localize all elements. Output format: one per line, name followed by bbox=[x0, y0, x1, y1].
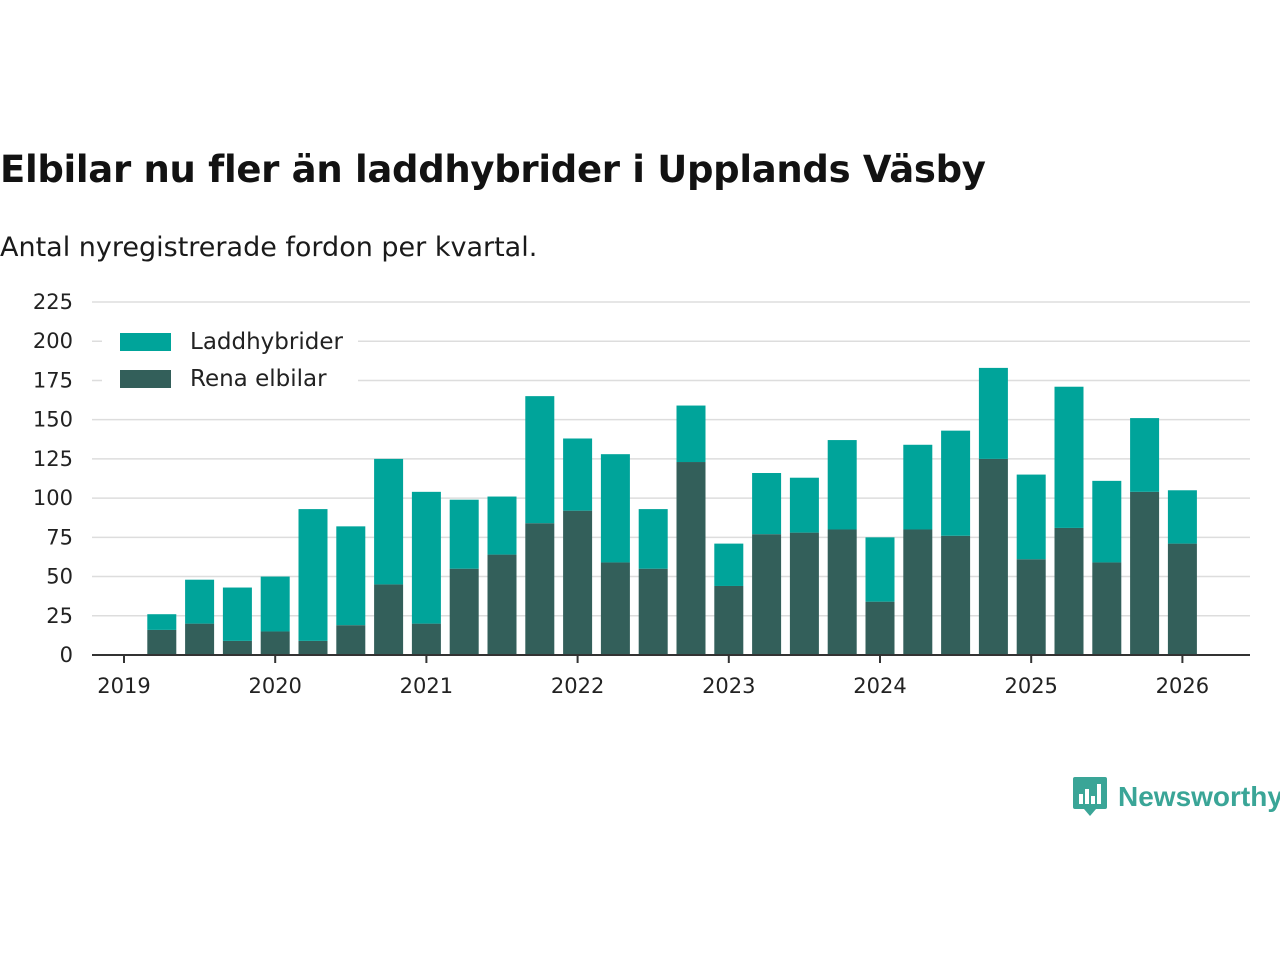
bar-laddhybrider bbox=[374, 458, 404, 585]
y-tick-label: 0 bbox=[60, 643, 73, 667]
bar-rena-elbilar bbox=[978, 458, 1008, 655]
bar-laddhybrider bbox=[1016, 474, 1046, 560]
bar-laddhybrider bbox=[563, 438, 593, 511]
stacked-bar-chart: 0 25 50 75 100 125 150 175 200 225 2019 2020 2021 202… bbox=[33, 290, 1250, 698]
bar-laddhybrider bbox=[1092, 480, 1122, 563]
legend-swatch bbox=[120, 333, 171, 351]
bar-rena-elbilar bbox=[827, 529, 857, 655]
x-tick-label: 2024 bbox=[853, 674, 906, 698]
x-tick-label: 2021 bbox=[400, 674, 453, 698]
y-tick-label: 100 bbox=[33, 486, 73, 510]
bar-rena-elbilar bbox=[298, 640, 328, 655]
bar-laddhybrider bbox=[336, 526, 366, 626]
bar-rena-elbilar bbox=[411, 623, 441, 655]
bar-laddhybrider bbox=[941, 430, 971, 536]
legend-label: Rena elbilar bbox=[190, 366, 327, 392]
bar-rena-elbilar bbox=[1092, 562, 1122, 655]
bar-laddhybrider bbox=[222, 587, 252, 641]
y-tick-label: 25 bbox=[46, 604, 73, 628]
bar-rena-elbilar bbox=[789, 532, 819, 655]
bar-laddhybrider bbox=[978, 367, 1008, 459]
bar-laddhybrider bbox=[752, 473, 782, 535]
bar-rena-elbilar bbox=[487, 554, 517, 655]
bar-rena-elbilar bbox=[525, 523, 555, 655]
bar-laddhybrider bbox=[525, 396, 555, 524]
bars bbox=[147, 367, 1197, 655]
bar-rena-elbilar bbox=[222, 640, 252, 655]
y-tick-label: 150 bbox=[33, 408, 73, 432]
y-tick-label: 75 bbox=[46, 525, 73, 549]
bar-laddhybrider bbox=[1130, 418, 1160, 492]
legend-label: Laddhybrider bbox=[190, 329, 343, 355]
bar-rena-elbilar bbox=[865, 601, 895, 655]
y-tick-label: 200 bbox=[33, 329, 73, 353]
bar-laddhybrider bbox=[185, 579, 215, 624]
bar-laddhybrider bbox=[714, 543, 744, 586]
x-tick-label: 2020 bbox=[248, 674, 301, 698]
bar-laddhybrider bbox=[903, 444, 933, 530]
bar-rena-elbilar bbox=[260, 631, 290, 655]
newsworthy-logo-icon bbox=[1073, 777, 1107, 816]
chart-subtitle: Antal nyregistrerade fordon per kvartal. bbox=[0, 232, 538, 263]
chart-title: Elbilar nu fler än laddhybrider i Upplan… bbox=[0, 148, 986, 191]
x-tick-label: 2022 bbox=[551, 674, 604, 698]
bar-laddhybrider bbox=[260, 576, 290, 632]
bar-rena-elbilar bbox=[563, 510, 593, 655]
bar-laddhybrider bbox=[1167, 490, 1197, 544]
bar-rena-elbilar bbox=[185, 623, 215, 655]
bar-rena-elbilar bbox=[941, 535, 971, 655]
bar-laddhybrider bbox=[600, 454, 630, 563]
bar-rena-elbilar bbox=[374, 584, 404, 655]
bar-laddhybrider bbox=[411, 491, 441, 624]
bar-laddhybrider bbox=[827, 440, 857, 530]
bar-laddhybrider bbox=[1054, 386, 1084, 528]
bar-rena-elbilar bbox=[1130, 491, 1160, 655]
bar-laddhybrider bbox=[487, 496, 517, 555]
bar-rena-elbilar bbox=[1167, 543, 1197, 655]
legend: Laddhybrider Rena elbilar bbox=[102, 324, 358, 400]
x-tick-label: 2023 bbox=[702, 674, 755, 698]
y-tick-label: 125 bbox=[33, 447, 73, 471]
brand-name: Newsworthy bbox=[1118, 781, 1280, 812]
bar-laddhybrider bbox=[638, 509, 668, 569]
bar-rena-elbilar bbox=[1016, 559, 1046, 655]
bar-laddhybrider bbox=[449, 499, 479, 569]
bar-rena-elbilar bbox=[676, 462, 706, 655]
x-tick-label: 2025 bbox=[1004, 674, 1057, 698]
bar-rena-elbilar bbox=[903, 529, 933, 655]
bar-laddhybrider bbox=[298, 509, 328, 641]
axes: 0 25 50 75 100 125 150 175 200 225 2019 2020 2021 202… bbox=[33, 290, 1250, 698]
bar-rena-elbilar bbox=[1054, 527, 1084, 655]
x-tick-label: 2026 bbox=[1156, 674, 1209, 698]
bar-rena-elbilar bbox=[147, 629, 177, 655]
bar-rena-elbilar bbox=[752, 534, 782, 655]
y-tick-label: 225 bbox=[33, 290, 73, 314]
newsworthy-brand: Newsworthy bbox=[1072, 776, 1280, 818]
bar-laddhybrider bbox=[676, 405, 706, 463]
bar-rena-elbilar bbox=[336, 625, 366, 655]
legend-swatch bbox=[120, 370, 171, 388]
bar-rena-elbilar bbox=[600, 562, 630, 655]
bar-rena-elbilar bbox=[449, 568, 479, 655]
x-tick-label: 2019 bbox=[97, 674, 150, 698]
bar-laddhybrider bbox=[865, 537, 895, 602]
bar-rena-elbilar bbox=[714, 585, 744, 655]
y-tick-label: 50 bbox=[46, 565, 73, 589]
bar-rena-elbilar bbox=[638, 568, 668, 655]
y-tick-label: 175 bbox=[33, 368, 73, 392]
bar-laddhybrider bbox=[789, 477, 819, 533]
bar-laddhybrider bbox=[147, 614, 177, 630]
